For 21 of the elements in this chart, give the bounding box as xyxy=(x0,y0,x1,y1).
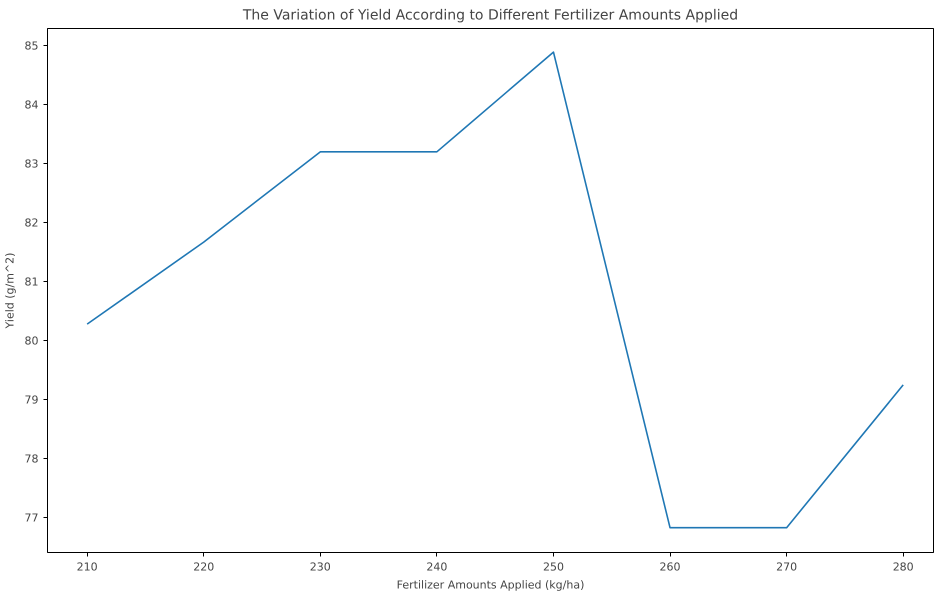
y-tick-label: 85 xyxy=(24,40,39,53)
y-tick-label: 82 xyxy=(24,216,39,230)
y-tick-label: 78 xyxy=(24,452,39,466)
y-tick-label: 84 xyxy=(24,98,39,112)
line-series xyxy=(86,51,904,529)
x-tick-label: 240 xyxy=(426,560,448,574)
x-axis-title: Fertilizer Amounts Applied (kg/ha) xyxy=(396,578,584,592)
chart-title: The Variation of Yield According to Different Fertilizer Amounts Applied xyxy=(242,8,738,24)
y-tick-label: 77 xyxy=(24,512,39,525)
x-tick-label: 230 xyxy=(310,560,331,574)
x-tick-label: 220 xyxy=(193,560,214,574)
x-tick-label: 280 xyxy=(892,560,914,574)
y-tick-label: 81 xyxy=(24,276,39,289)
y-tick-label: 79 xyxy=(24,394,39,407)
x-tick-label: 260 xyxy=(660,560,681,574)
y-tick-label: 83 xyxy=(24,158,39,171)
y-axis-title: Yield (g/m^2) xyxy=(4,252,17,330)
x-tick-label: 270 xyxy=(776,560,798,574)
y-tick-label: 80 xyxy=(24,334,39,348)
x-tick-label: 210 xyxy=(76,560,98,574)
x-tick-label: 250 xyxy=(542,560,564,574)
